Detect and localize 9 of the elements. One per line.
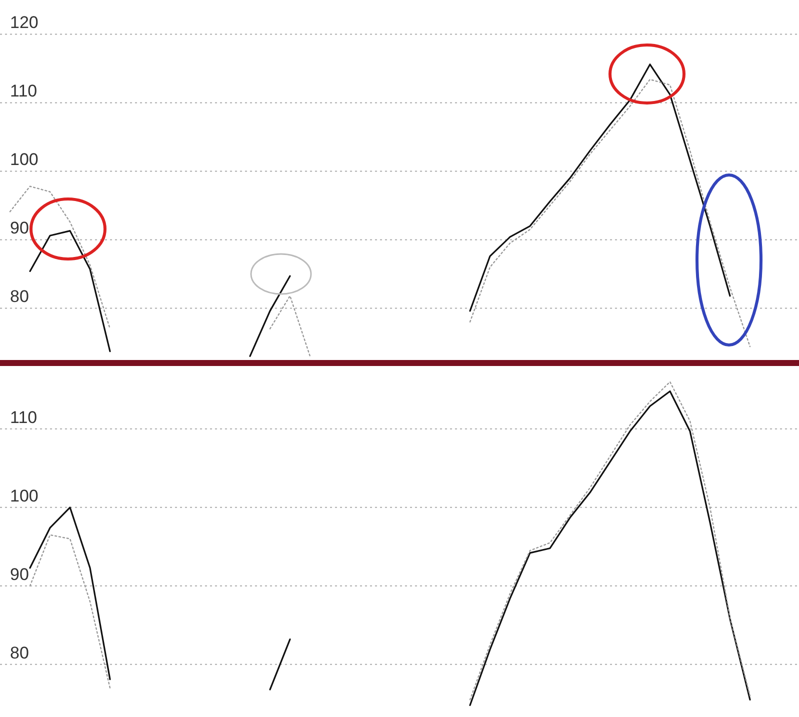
- y-tick-label: 110: [10, 408, 38, 427]
- y-tick-label: 90: [10, 564, 29, 584]
- y-tick-label: 80: [10, 643, 29, 662]
- y-tick-label: 120: [10, 13, 38, 32]
- y-tick-label: 100: [10, 150, 38, 170]
- y-tick-label: 110: [10, 82, 38, 101]
- y-tick-label: 100: [10, 486, 38, 506]
- y-tick-label: 90: [10, 218, 29, 238]
- y-tick-label: 80: [10, 287, 29, 306]
